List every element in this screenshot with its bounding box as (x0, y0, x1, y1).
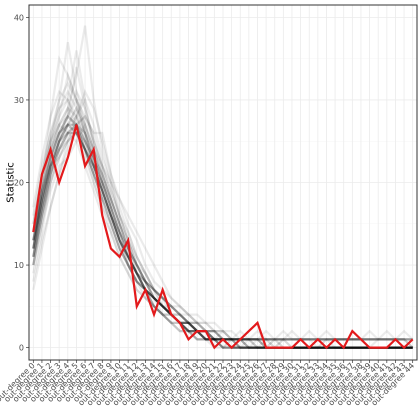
simulated-series-line (32, 89, 413, 349)
y-tick-label: 30 (14, 96, 24, 105)
y-tick-label: 20 (14, 179, 24, 188)
y-tick-label: 10 (14, 261, 24, 270)
y-axis: 0 10 20 30 40 (14, 13, 29, 353)
simulated-series-line (32, 88, 413, 350)
y-tick-label: 0 (19, 344, 24, 353)
simulated-series-line (32, 105, 413, 349)
y-axis-title: Statistic (6, 162, 17, 203)
simulated-series-line (32, 122, 413, 349)
gridlines (29, 5, 417, 360)
simulated-series-line (32, 123, 413, 349)
simulated-series-line (32, 81, 413, 349)
observed-series-line (32, 124, 414, 350)
y-tick-label: 40 (14, 13, 24, 22)
observed-series-group (32, 124, 414, 350)
simulated-series-line (32, 105, 413, 349)
